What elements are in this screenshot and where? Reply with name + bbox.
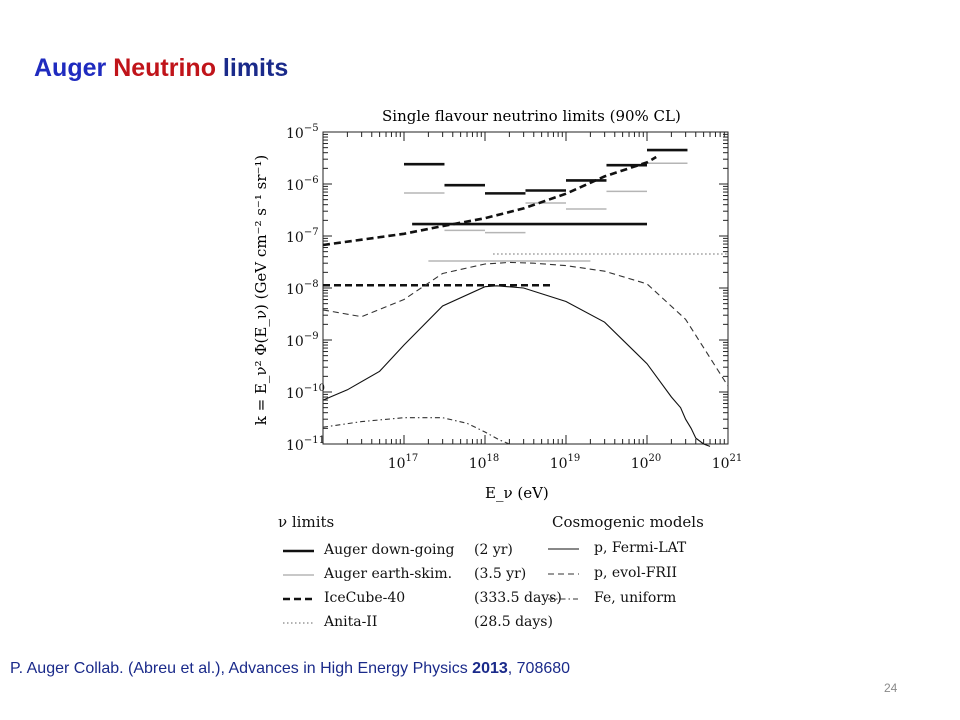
y-tick-label: 10−9 — [286, 331, 319, 350]
legend-limit-name: Auger earth-skim. — [323, 566, 452, 582]
slide-title: Auger Neutrino limits — [34, 54, 288, 83]
y-tick-label: 10−5 — [286, 123, 319, 142]
x-tick-label: 1021 — [712, 453, 743, 472]
series-p-evol-frii-curve — [322, 261, 729, 387]
x-tick-label: 1018 — [469, 453, 500, 472]
title-word-neutrino: Neutrino — [113, 54, 216, 82]
series-fe-uniform-curve — [322, 417, 510, 445]
y-axis-label: k = E_ν² Φ(E_ν) (GeV cm⁻² s⁻¹ sr⁻¹) — [252, 155, 270, 426]
legend-models-heading: Cosmogenic models — [552, 513, 704, 531]
chart-legend: ν limits Cosmogenic models Auger down-goin… — [278, 513, 704, 630]
y-tick-label: 10−8 — [286, 279, 319, 298]
plot-border — [322, 131, 729, 445]
y-tick-label: 10−11 — [286, 435, 325, 454]
page-number: 24 — [884, 681, 898, 695]
legend-limits-heading: ν limits — [278, 513, 334, 531]
x-tick-label: 1020 — [631, 453, 662, 472]
axis-tick-labels: 1017 1018 1019 1020 1021 10−5 10−6 10−7 10−8 10−9… — [286, 123, 742, 472]
legend-limit-note: (333.5 days) — [474, 590, 562, 606]
x-tick-label: 1017 — [388, 453, 419, 472]
citation-year: 2013 — [472, 660, 508, 677]
y-tick-label: 10−6 — [286, 175, 319, 194]
citation: P. Auger Collab. (Abreu et al.), Advance… — [10, 660, 570, 678]
legend-limit-name: Auger down-going — [323, 542, 455, 558]
legend-limit-name: IceCube-40 — [324, 590, 405, 606]
x-axis-label: E_ν (eV) — [485, 484, 549, 502]
title-word-auger: Auger — [34, 54, 107, 82]
legend-limit-name: Anita-II — [323, 614, 377, 630]
y-tick-label: 10−7 — [286, 227, 319, 246]
chart-title: Single flavour neutrino limits (90% CL) — [382, 107, 681, 125]
legend-model-name: p, Fermi-LAT — [594, 540, 687, 556]
legend-model-name: Fe, uniform — [594, 590, 676, 606]
citation-id: , 708680 — [507, 660, 571, 677]
x-tick-label: 1019 — [550, 453, 581, 472]
title-word-limits: limits — [222, 54, 289, 82]
citation-authors: P. Auger Collab. (Abreu et al.), Advance… — [10, 660, 473, 677]
axis-ticks — [323, 132, 728, 444]
series-p-fermi-lat-curve — [322, 285, 711, 447]
plot-frame — [322, 131, 729, 445]
legend-limit-note: (2 yr) — [474, 542, 513, 558]
legend-limit-note: (28.5 days) — [474, 614, 553, 630]
series-icecube-40-curve — [322, 155, 657, 247]
data-series — [322, 148, 729, 447]
legend-limit-note: (3.5 yr) — [474, 566, 526, 582]
y-tick-label: 10−10 — [286, 383, 325, 402]
legend-model-name: p, evol-FRII — [594, 565, 677, 581]
